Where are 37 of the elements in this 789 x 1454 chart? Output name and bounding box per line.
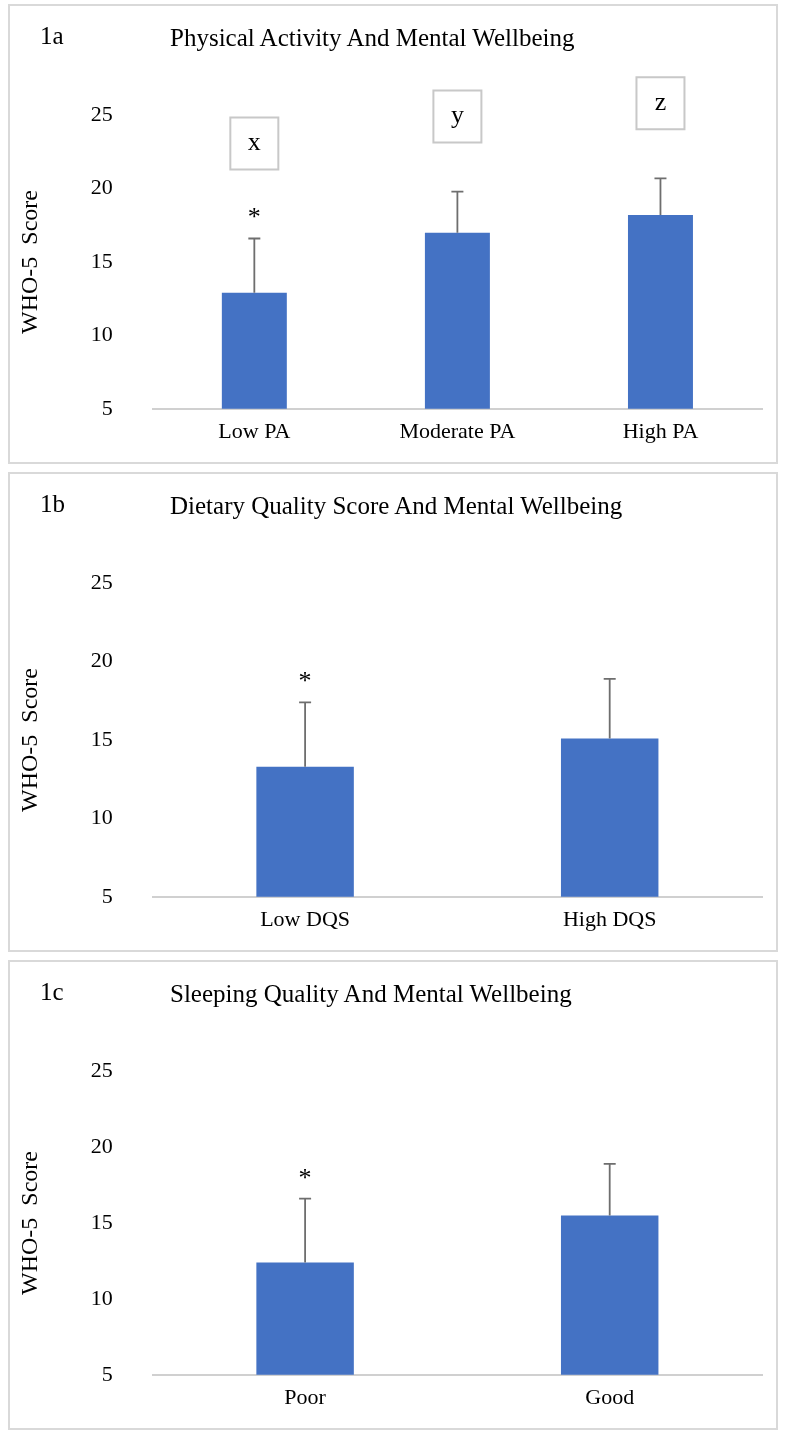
text: 1b (40, 490, 65, 518)
y-tick-label: 5 (101, 1360, 113, 1386)
x-tick-label: Low DQS (260, 905, 351, 931)
x-tick-label: High PA (622, 417, 699, 443)
y-tick-label: 20 (90, 647, 113, 673)
y-tick-label: 10 (90, 804, 113, 830)
y-tick-label: 25 (90, 1056, 113, 1082)
chart-title: Dietary Quality Score And Mental Wellbeing (170, 492, 623, 520)
x-tick-label: High DQS (562, 905, 657, 931)
y-tick-label: 15 (90, 1208, 113, 1234)
chart-title: Physical Activity And Mental Wellbeing (170, 24, 575, 52)
annotation: y (450, 100, 464, 130)
y-tick-label: 5 (101, 882, 113, 908)
text: 1c (40, 978, 64, 1006)
text: 1a (40, 22, 64, 50)
y-axis-title: WHO-5 Score (15, 190, 42, 334)
x-tick-label: Moderate PA (399, 417, 516, 443)
annotation: z (654, 87, 667, 117)
annotation: * (298, 666, 312, 696)
y-tick-label: 10 (90, 321, 113, 347)
y-tick-label: 25 (90, 568, 113, 594)
y-tick-label: 15 (90, 247, 113, 273)
y-tick-label: 20 (90, 174, 113, 200)
x-tick-label: Poor (284, 1383, 327, 1409)
y-axis-title: WHO-5 Score (15, 1151, 42, 1295)
y-axis-title: WHO-5 Score (15, 668, 42, 812)
y-tick-label: 10 (90, 1284, 113, 1310)
annotation: * (298, 1162, 312, 1192)
x-tick-label: Good (585, 1383, 635, 1409)
annotation: * (247, 202, 261, 232)
y-tick-label: 5 (101, 394, 113, 420)
annotation: x (247, 127, 261, 157)
y-tick-label: 20 (90, 1132, 113, 1158)
y-tick-label: 25 (90, 100, 113, 126)
y-tick-label: 15 (90, 725, 113, 751)
chart-title: Sleeping Quality And Mental Wellbeing (170, 980, 572, 1008)
x-tick-label: Low PA (218, 417, 291, 443)
